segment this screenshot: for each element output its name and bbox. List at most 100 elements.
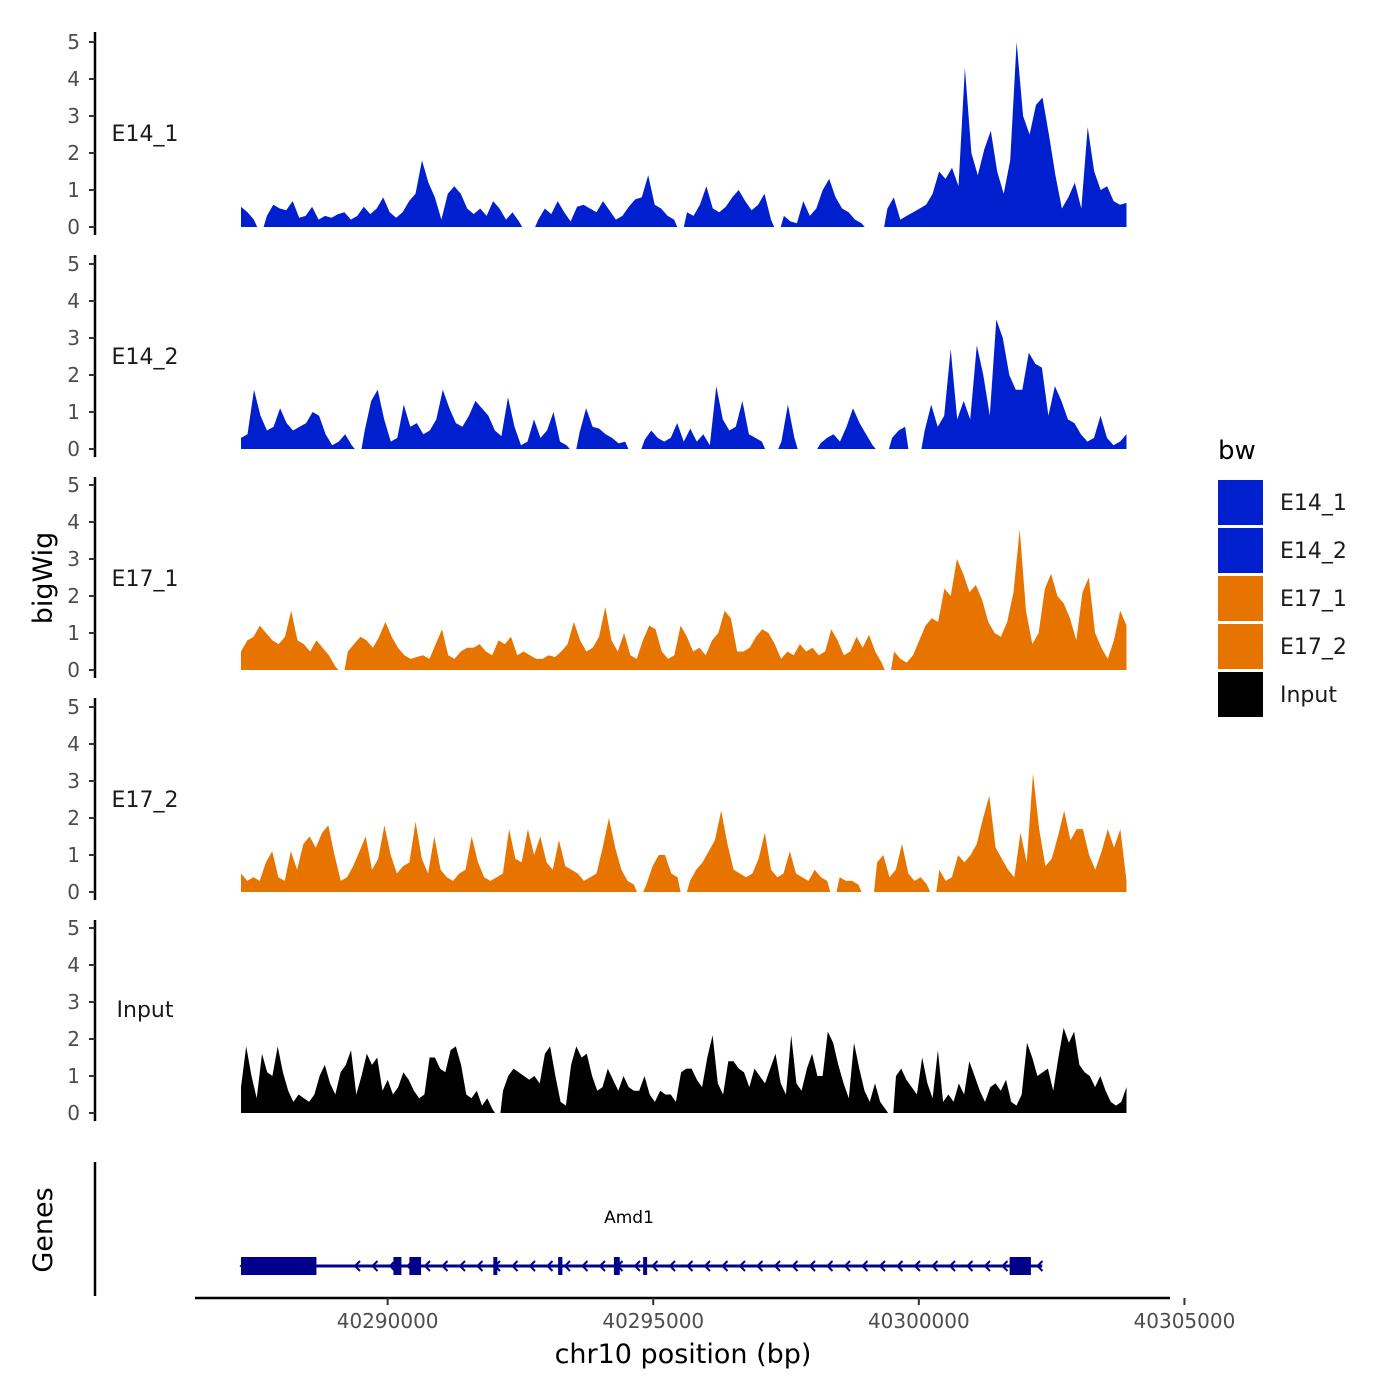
strand-arrow-icon — [966, 1260, 974, 1272]
x-axis-title: chr10 position (bp) — [555, 1339, 812, 1370]
legend-item: E14_2 — [1218, 528, 1347, 573]
x-tick-label: 40300000 — [868, 1309, 970, 1333]
strand-arrow-icon — [773, 1260, 781, 1272]
gene-exon — [558, 1257, 563, 1275]
strand-arrow-icon — [948, 1260, 956, 1272]
track-area — [241, 529, 1127, 670]
x-tick-label: 40295000 — [602, 1309, 704, 1333]
y-tick-label: 5 — [67, 473, 80, 497]
strand-arrow-icon — [598, 1260, 606, 1272]
y-tick-label: 1 — [67, 843, 80, 867]
legend-label: E17_1 — [1280, 587, 1347, 612]
y-tick-label: 0 — [67, 658, 80, 682]
y-tick-label: 4 — [67, 289, 80, 313]
y-tick-label: 0 — [67, 1101, 80, 1125]
legend-swatch — [1218, 480, 1263, 525]
strand-arrow-icon — [878, 1260, 886, 1272]
y-tick-label: 3 — [67, 547, 80, 571]
track-area — [241, 1027, 1127, 1113]
legend-label: Input — [1280, 683, 1337, 708]
strand-arrow-icon — [371, 1260, 379, 1272]
y-tick-label: 0 — [67, 215, 80, 239]
track-area — [241, 773, 1127, 892]
track-e14-1: 0 1 2 3 4 5 E14_1 — [67, 30, 1127, 239]
y-tick-label: 3 — [67, 104, 80, 128]
strand-arrow-icon — [651, 1260, 659, 1272]
strand-arrow-icon — [931, 1260, 939, 1272]
y-tick-label: 3 — [67, 326, 80, 350]
y-tick-label: 3 — [67, 990, 80, 1014]
y-tick-label: 5 — [67, 916, 80, 940]
y-tick-label: 4 — [67, 67, 80, 91]
y-tick-label: 2 — [67, 363, 80, 387]
strand-arrow-icon — [423, 1260, 431, 1272]
track-label: E14_1 — [112, 122, 179, 147]
track-input: 0 1 2 3 4 5 Input — [67, 916, 1127, 1125]
strand-arrow-icon — [511, 1260, 519, 1272]
legend-title: bw — [1218, 436, 1256, 466]
strand-arrow-icon — [896, 1260, 904, 1272]
y-tick-label: 2 — [67, 1027, 80, 1051]
strand-arrow-icon — [668, 1260, 676, 1272]
gene-exon — [643, 1257, 648, 1275]
track-area — [241, 42, 1127, 227]
gene-exon — [241, 1257, 317, 1275]
legend-swatch — [1218, 528, 1263, 573]
strand-arrow-icon — [983, 1260, 991, 1272]
track-label: E17_2 — [112, 788, 179, 813]
y-tick-label: 1 — [67, 621, 80, 645]
y-tick-label: 4 — [67, 953, 80, 977]
y-tick-label: 3 — [67, 769, 80, 793]
strand-arrow-icon — [913, 1260, 921, 1272]
strand-arrow-icon — [633, 1260, 641, 1272]
strand-arrow-icon — [458, 1260, 466, 1272]
strand-arrow-icon — [1036, 1260, 1044, 1272]
strand-arrow-icon — [546, 1260, 554, 1272]
y-tick-label: 0 — [67, 437, 80, 461]
strand-arrow-icon — [476, 1260, 484, 1272]
gene-exon — [493, 1257, 498, 1275]
track-label: E17_1 — [112, 567, 179, 592]
y-tick-label: 2 — [67, 806, 80, 830]
legend-item: E17_1 — [1218, 576, 1347, 621]
strand-arrow-icon — [1001, 1260, 1009, 1272]
strand-arrow-icon — [353, 1260, 361, 1272]
strand-arrow-icon — [388, 1260, 396, 1272]
legend-item: E17_2 — [1218, 624, 1347, 669]
legend-swatch — [1218, 624, 1263, 669]
gene-exon — [613, 1257, 620, 1275]
legend-swatch — [1218, 672, 1263, 717]
strand-arrow-icon — [808, 1260, 816, 1272]
y-tick-label: 1 — [67, 400, 80, 424]
x-tick-label: 40290000 — [337, 1309, 439, 1333]
track-area — [241, 319, 1127, 449]
track-e17-1: 0 1 2 3 4 5 E17_1 — [67, 473, 1127, 682]
gene-name-label: Amd1 — [604, 1208, 654, 1228]
strand-arrow-icon — [861, 1260, 869, 1272]
strand-arrow-icon — [563, 1260, 571, 1272]
gene-exon — [1009, 1257, 1031, 1275]
y-tick-label: 4 — [67, 510, 80, 534]
y-tick-label: 4 — [67, 732, 80, 756]
track-label: E14_2 — [112, 345, 179, 370]
tracks-layer: 0 1 2 3 4 5 E14_1 0 1 2 3 4 5 E14_2 0 1 2 3 4 5 E17_1 0 1 2 3 4 5 E… — [67, 30, 1127, 1125]
legend-swatch — [1218, 576, 1263, 621]
strand-arrow-icon — [843, 1260, 851, 1272]
strand-arrow-icon — [791, 1260, 799, 1272]
legend-label: E14_2 — [1280, 539, 1347, 564]
gene-exon — [409, 1257, 422, 1275]
y-tick-label: 5 — [67, 252, 80, 276]
y-axis-title: bigWig — [28, 532, 59, 625]
y-tick-label: 1 — [67, 1064, 80, 1088]
legend-label: E17_2 — [1280, 635, 1347, 660]
strand-arrow-icon — [581, 1260, 589, 1272]
strand-arrow-icon — [721, 1260, 729, 1272]
y-tick-label: 1 — [67, 178, 80, 202]
genes-axis-title: Genes — [28, 1187, 59, 1272]
y-tick-label: 2 — [67, 141, 80, 165]
y-tick-label: 5 — [67, 695, 80, 719]
strand-arrow-icon — [441, 1260, 449, 1272]
strand-arrow-icon — [528, 1260, 536, 1272]
legend-item: Input — [1218, 672, 1337, 717]
